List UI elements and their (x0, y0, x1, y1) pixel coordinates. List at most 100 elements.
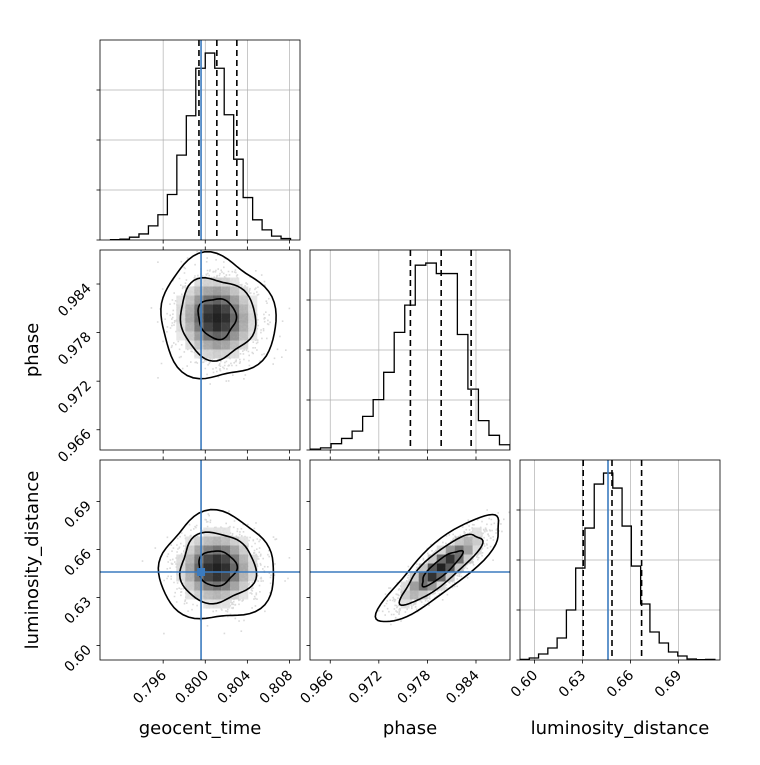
density-cell (203, 563, 213, 573)
x-tick-label-luminosity_distance: 0.63 (556, 668, 589, 701)
contour-2 (160, 251, 277, 380)
density-cell (230, 554, 240, 564)
density-cell (212, 527, 222, 537)
density-cell (454, 536, 464, 546)
density-cell (185, 545, 195, 555)
density-cell (427, 581, 437, 591)
pair-inner (100, 460, 300, 660)
contour-2 (374, 513, 500, 623)
density-cell (185, 313, 195, 323)
y-tick-label-phase: 0.978 (55, 329, 95, 369)
pair-panel-geocent_time-luminosity_distance (96, 456, 301, 664)
density-cell (239, 554, 249, 564)
density-cell (185, 295, 195, 305)
density-cell (212, 536, 222, 546)
density-cell (230, 277, 240, 287)
density-cell (176, 554, 186, 564)
density-cell (194, 322, 204, 332)
density-cell (463, 545, 473, 555)
hist-panel-phase (306, 249, 511, 454)
density-cell (185, 286, 195, 296)
density-cell (203, 322, 213, 332)
y-tick-label-luminosity_distance: 0.69 (61, 498, 94, 531)
y-tick-label-phase: 0.984 (55, 280, 95, 320)
density-cell (194, 572, 204, 582)
density-cell (239, 572, 249, 582)
pair-inner (150, 250, 291, 450)
x-tick-label-luminosity_distance: 0.66 (604, 667, 637, 700)
density-cell (185, 331, 195, 341)
y-tick-label-phase: 0.972 (55, 378, 95, 418)
histogram-phase (310, 262, 510, 450)
density-cell (203, 277, 213, 287)
contour-1 (398, 533, 484, 606)
density-cell (212, 590, 222, 600)
density-cell (239, 304, 249, 314)
density-cell (445, 572, 455, 582)
density-cell (230, 322, 240, 332)
y-tick-label-luminosity_distance: 0.63 (61, 594, 94, 627)
density-cell (230, 313, 240, 323)
density-cell (427, 563, 437, 573)
density-cell (185, 340, 195, 350)
density-cell (239, 295, 249, 305)
density-cell (185, 563, 195, 573)
x-axis-label-luminosity_distance: luminosity_distance (531, 718, 710, 739)
panel-frame (309, 459, 511, 661)
density-cell (248, 295, 258, 305)
density-cell (230, 581, 240, 591)
density-cell (472, 536, 482, 546)
density-cell (194, 545, 204, 555)
density-cell (194, 590, 204, 600)
density-cell (212, 322, 222, 332)
x-tick-label-phase: 0.984 (443, 667, 483, 707)
density-cell (230, 340, 240, 350)
density-cell (212, 572, 222, 582)
density-cell (239, 581, 249, 591)
density-cell (248, 563, 258, 573)
x-axis-label-phase: phase (383, 718, 437, 739)
x-tick-label-luminosity_distance: 0.60 (508, 668, 541, 701)
density-cell (203, 554, 213, 564)
density-cell (185, 554, 195, 564)
density-cell (194, 286, 204, 296)
density-cell (427, 554, 437, 564)
pair-panel-geocent_time-phase (96, 246, 301, 454)
density-cell (454, 563, 464, 573)
density-cell (230, 563, 240, 573)
x-tick-label-phase: 0.972 (346, 668, 386, 708)
density-cell (212, 304, 222, 314)
density-cell (239, 322, 249, 332)
hist-panel-luminosity_distance (516, 459, 721, 664)
density-cell (194, 581, 204, 591)
contour-0 (197, 297, 238, 341)
density-cell (212, 545, 222, 555)
density-cell (194, 536, 204, 546)
density-cell (472, 527, 482, 537)
density-cell (203, 349, 213, 359)
density-cell (463, 554, 473, 564)
density-cell (176, 331, 186, 341)
density-cell (221, 322, 231, 332)
y-axis-label-luminosity_distance: luminosity_distance (22, 471, 43, 650)
density-cell (230, 349, 240, 359)
density-cell (185, 322, 195, 332)
density-cell (445, 545, 455, 555)
density-cell (221, 590, 231, 600)
density-cell (445, 563, 455, 573)
contour-1 (178, 531, 258, 605)
density-cell (212, 554, 222, 564)
density-cell (212, 331, 222, 341)
density-cell (418, 563, 428, 573)
density-cell (230, 331, 240, 341)
density-cell (454, 545, 464, 555)
density-cell (221, 527, 231, 537)
density-cell (463, 536, 473, 546)
density-cell (212, 295, 222, 305)
density-cell (176, 572, 186, 582)
density-cell (203, 572, 213, 582)
density-cell (400, 581, 410, 591)
density-cell (239, 545, 249, 555)
density-cell (248, 572, 258, 582)
